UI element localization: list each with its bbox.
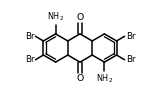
Text: NH$_2$: NH$_2$ [47,11,64,24]
Text: Br: Br [126,55,135,64]
Text: Br: Br [126,32,135,41]
Text: O: O [76,74,84,83]
Text: Br: Br [25,55,34,64]
Text: O: O [76,13,84,22]
Text: Br: Br [25,32,34,41]
Text: NH$_2$: NH$_2$ [96,72,113,85]
